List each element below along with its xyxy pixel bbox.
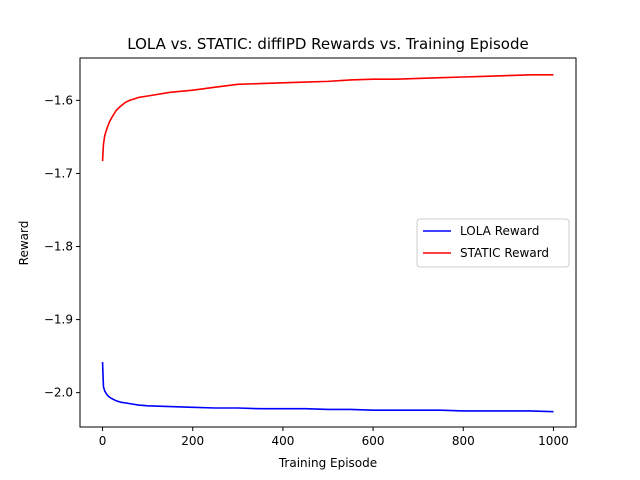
y-axis-label: Reward bbox=[17, 221, 31, 266]
x-tick-label: 800 bbox=[452, 434, 475, 448]
x-axis-label: Training Episode bbox=[278, 456, 377, 470]
y-tick-label: −1.6 bbox=[44, 93, 73, 107]
y-tick-label: −2.0 bbox=[44, 386, 73, 400]
series-layer bbox=[101, 74, 554, 413]
series-line-static-reward bbox=[101, 74, 554, 162]
x-tick-label: 200 bbox=[181, 434, 204, 448]
series-line-lola-reward bbox=[101, 361, 554, 413]
x-axis: 0 200 400 600 800 1000 bbox=[99, 427, 569, 448]
legend-box bbox=[416, 218, 570, 268]
x-tick-label: 600 bbox=[362, 434, 385, 448]
y-tick-label: −1.8 bbox=[44, 240, 73, 254]
legend-label-lola-reward: LOLA Reward bbox=[460, 224, 539, 238]
y-axis: −2.0 −1.9 −1.8 −1.7 −1.6 bbox=[44, 93, 80, 400]
chart-title: LOLA vs. STATIC: diffIPD Rewards vs. Tra… bbox=[127, 35, 528, 53]
legend-entries: LOLA Reward STATIC Reward bbox=[423, 224, 549, 260]
y-tick-label: −1.7 bbox=[44, 166, 73, 180]
y-tick-label: −1.9 bbox=[44, 313, 73, 327]
plot-frame bbox=[79, 57, 577, 428]
legend-label-static-reward: STATIC Reward bbox=[460, 246, 549, 260]
legend: LOLA Reward STATIC Reward bbox=[416, 218, 570, 268]
x-tick-label: 1000 bbox=[538, 434, 569, 448]
x-tick-label: 0 bbox=[99, 434, 107, 448]
x-tick-label: 400 bbox=[271, 434, 294, 448]
